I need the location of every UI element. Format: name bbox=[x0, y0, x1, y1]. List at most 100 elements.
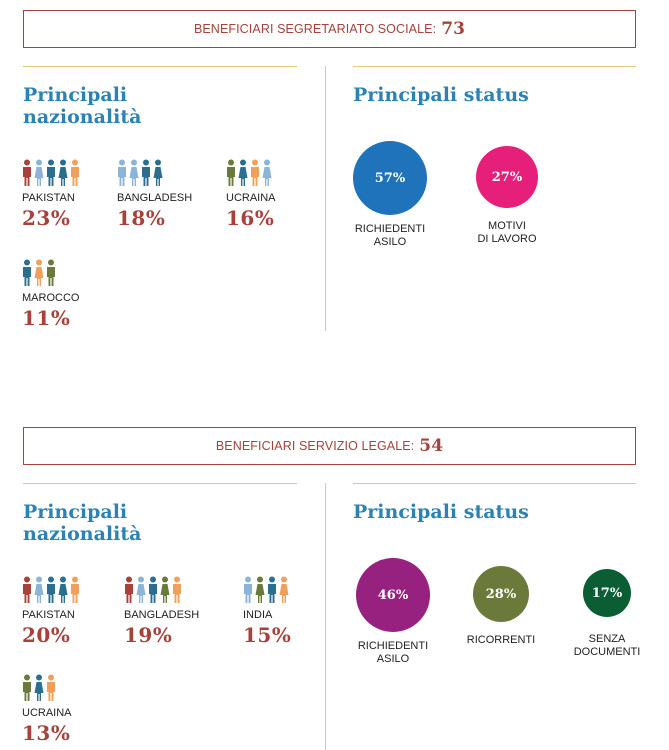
country-percent: 19% bbox=[124, 623, 173, 647]
person-icon bbox=[118, 159, 126, 186]
people-icons bbox=[22, 574, 80, 604]
person-icon bbox=[149, 576, 157, 603]
nationality-item: INDIA 15% bbox=[243, 574, 291, 647]
person-icon bbox=[58, 576, 68, 603]
banner-value: 54 bbox=[419, 436, 444, 456]
country-percent: 23% bbox=[22, 206, 71, 230]
person-icon bbox=[238, 159, 248, 186]
status-circle: 57% bbox=[353, 141, 427, 215]
person-icon bbox=[34, 576, 44, 603]
status-item: 28% RICORRENTI bbox=[466, 566, 536, 647]
status-value: 46% bbox=[377, 587, 409, 603]
divider-vertical bbox=[325, 66, 326, 331]
person-icon bbox=[23, 159, 31, 186]
person-icon bbox=[47, 576, 55, 603]
person-icon bbox=[142, 159, 150, 186]
people-icons bbox=[22, 157, 80, 187]
people-icons bbox=[243, 574, 291, 604]
person-icon bbox=[71, 159, 79, 186]
person-icon bbox=[227, 159, 235, 186]
person-icon bbox=[23, 576, 31, 603]
status-value: 17% bbox=[591, 585, 623, 601]
country-name: MAROCCO bbox=[22, 292, 80, 304]
status-circle: 27% bbox=[476, 146, 538, 208]
status-item: 46% RICHIEDENTI ASILO bbox=[353, 558, 433, 666]
status-label: SENZA DOCUMENTI bbox=[573, 633, 641, 658]
person-icon bbox=[129, 159, 139, 186]
person-icon bbox=[279, 576, 289, 603]
person-icon bbox=[34, 674, 44, 701]
country-name: UCRAINA bbox=[22, 707, 72, 719]
person-icon bbox=[34, 259, 44, 286]
person-icon bbox=[71, 576, 79, 603]
section-segretariato-sociale: BENEFICIARI SEGRETARIATO SOCIALE: 73 Pri… bbox=[0, 0, 669, 360]
nationalities-title: Principali nazionalità bbox=[23, 501, 142, 545]
person-icon bbox=[47, 674, 55, 701]
country-name: BANGLADESH bbox=[124, 609, 200, 621]
nationality-item: PAKISTAN 20% bbox=[22, 574, 80, 647]
status-value: 28% bbox=[485, 586, 517, 602]
divider-vertical bbox=[325, 483, 326, 750]
banner-value: 73 bbox=[441, 19, 466, 39]
divider-right bbox=[353, 483, 636, 484]
beneficiari-banner: BENEFICIARI SEGRETARIATO SOCIALE: 73 bbox=[23, 10, 636, 48]
nationality-item: UCRAINA 16% bbox=[226, 157, 276, 230]
country-percent: 18% bbox=[117, 206, 166, 230]
country-name: UCRAINA bbox=[226, 192, 276, 204]
status-value: 57% bbox=[374, 170, 406, 186]
status-label: MOTIVI DI LAVORO bbox=[477, 220, 537, 245]
status-value: 27% bbox=[491, 169, 523, 185]
country-percent: 15% bbox=[243, 623, 292, 647]
people-icons bbox=[117, 157, 192, 187]
nationality-item: BANGLADESH 19% bbox=[124, 574, 199, 647]
people-icons bbox=[22, 257, 79, 287]
status-title: Principali status bbox=[353, 84, 529, 106]
person-icon bbox=[125, 576, 133, 603]
nationality-item: PAKISTAN 23% bbox=[22, 157, 80, 230]
status-circle: 46% bbox=[356, 558, 430, 632]
status-title: Principali status bbox=[353, 501, 529, 523]
banner-label: BENEFICIARI SERVIZIO LEGALE: bbox=[215, 439, 415, 453]
person-icon bbox=[23, 674, 31, 701]
nationality-item: UCRAINA 13% bbox=[22, 672, 72, 745]
person-icon bbox=[47, 259, 55, 286]
country-name: PAKISTAN bbox=[22, 192, 75, 204]
nationalities-title: Principali nazionalità bbox=[23, 84, 142, 128]
person-icon bbox=[255, 576, 265, 603]
country-percent: 20% bbox=[22, 623, 71, 647]
country-name: INDIA bbox=[243, 609, 273, 621]
status-label: RICORRENTI bbox=[466, 634, 536, 646]
person-icon bbox=[268, 576, 276, 603]
status-item: 27% MOTIVI DI LAVORO bbox=[472, 146, 542, 246]
person-icon bbox=[262, 159, 272, 186]
country-name: PAKISTAN bbox=[22, 609, 75, 621]
person-icon bbox=[173, 576, 181, 603]
people-icons bbox=[124, 574, 199, 604]
beneficiari-banner: BENEFICIARI SERVIZIO LEGALE: 54 bbox=[23, 427, 636, 465]
person-icon bbox=[136, 576, 146, 603]
person-icon bbox=[251, 159, 259, 186]
status-circle: 28% bbox=[473, 566, 529, 622]
status-label: RICHIEDENTI ASILO bbox=[354, 223, 426, 248]
person-icon bbox=[160, 576, 170, 603]
country-percent: 16% bbox=[226, 206, 275, 230]
divider-left bbox=[23, 483, 297, 484]
country-percent: 13% bbox=[22, 721, 71, 745]
status-label: RICHIEDENTI ASILO bbox=[357, 640, 429, 665]
banner-label: BENEFICIARI SEGRETARIATO SOCIALE: bbox=[193, 22, 437, 36]
status-circle: 17% bbox=[583, 569, 631, 617]
people-icons bbox=[22, 672, 72, 702]
status-item: 17% SENZA DOCUMENTI bbox=[570, 569, 644, 659]
country-name: BANGLADESH bbox=[117, 192, 193, 204]
person-icon bbox=[23, 259, 31, 286]
nationality-item: MAROCCO 11% bbox=[22, 257, 79, 330]
person-icon bbox=[58, 159, 68, 186]
person-icon bbox=[244, 576, 252, 603]
person-icon bbox=[153, 159, 163, 186]
divider-left bbox=[23, 66, 297, 67]
divider-right bbox=[353, 66, 636, 67]
nationality-item: BANGLADESH 18% bbox=[117, 157, 192, 230]
person-icon bbox=[34, 159, 44, 186]
country-percent: 11% bbox=[22, 306, 71, 330]
